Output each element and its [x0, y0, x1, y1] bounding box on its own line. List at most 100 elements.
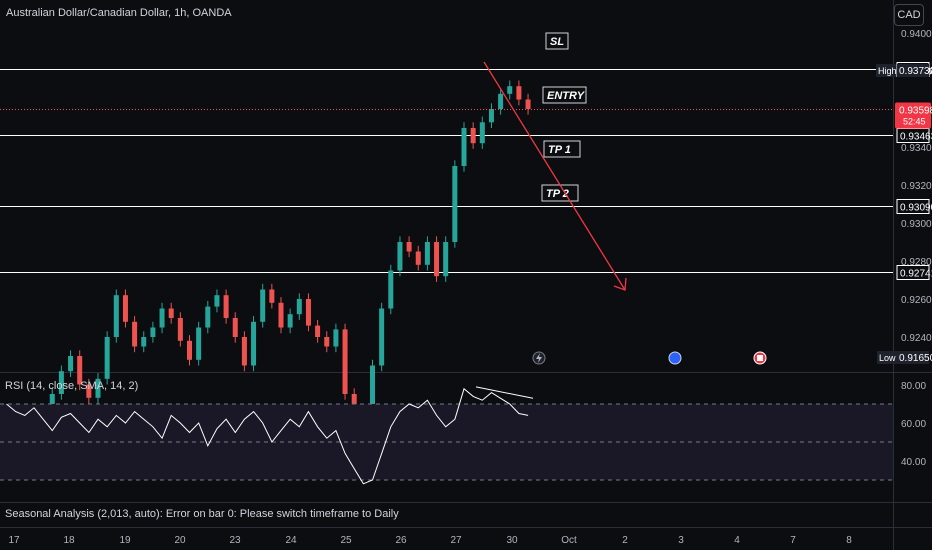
current-price-badge [895, 102, 931, 129]
candle-body [488, 109, 494, 123]
level-tag-sl: SL [550, 36, 564, 48]
low-price-box [897, 351, 929, 364]
trend-arrow-head [613, 277, 627, 291]
candle-body [388, 270, 394, 309]
calendar-event-icon-glyph [757, 355, 763, 361]
level-tag-entry: ENTRY [547, 90, 586, 102]
candle-body [223, 295, 229, 318]
rsi-title: RSI (14, close, SMA, 14, 2) [5, 380, 139, 392]
candle-body [452, 166, 458, 242]
rsi-line [6, 387, 529, 485]
candle-body [68, 356, 74, 372]
high-price-label: 0.93732 [899, 66, 932, 77]
candle-body [479, 122, 485, 144]
candle-body [269, 289, 275, 303]
countdown-label: 52:45 [903, 117, 926, 127]
candle-body [232, 318, 238, 337]
time-tick-label: 8 [846, 535, 852, 546]
candle-body [434, 242, 440, 277]
candle-body [278, 302, 284, 328]
candle-body [150, 327, 156, 337]
candle-body [406, 242, 412, 252]
candle-body [104, 337, 110, 379]
time-tick-label: Oct [561, 535, 577, 546]
level-tag-box [542, 86, 587, 104]
time-tick-label: 30 [506, 535, 518, 546]
level-price-label: 0.92741 [900, 269, 932, 280]
candle-body [86, 384, 92, 398]
high-tag-box [876, 64, 896, 77]
candle-body [122, 295, 128, 322]
candle-body [95, 378, 101, 398]
candle-body [415, 251, 421, 265]
candle-body [461, 128, 467, 166]
level-tag-tp-1: TP 1 [548, 144, 571, 156]
symbol-title: Australian Dollar/Canadian Dollar, 1h, O… [6, 7, 232, 19]
time-tick-label: 18 [63, 535, 75, 546]
rsi-divergence-line [475, 386, 534, 399]
level-price-box [896, 199, 930, 214]
time-tick-label: 26 [395, 535, 407, 546]
candle-body [260, 289, 266, 322]
candle-body [342, 329, 348, 394]
time-tick-label: 25 [340, 535, 352, 546]
candle-body [498, 93, 504, 109]
time-tick-label: 4 [734, 535, 740, 546]
candle-body [470, 128, 476, 144]
time-tick-label: 23 [229, 535, 241, 546]
time-tick-label: 24 [285, 535, 297, 546]
candle-body [296, 299, 302, 315]
candle-body [397, 242, 403, 271]
candle-body [324, 337, 330, 347]
time-tick-label: 2 [622, 535, 628, 546]
rsi-band [0, 404, 893, 480]
time-tick-label: 17 [8, 535, 20, 546]
level-tag-box [545, 32, 569, 50]
level-price-label: 0.93463 [900, 132, 932, 143]
time-tick-label: 19 [119, 535, 131, 546]
candle-body [370, 365, 375, 413]
level-tag-box [543, 140, 581, 158]
candle-body [305, 299, 311, 326]
candle-body [424, 242, 430, 265]
candle-body [187, 340, 192, 360]
candle-body [507, 86, 513, 94]
candle-body [205, 306, 211, 328]
rsi-tick-label: 60.00 [901, 419, 926, 430]
candle-body [168, 308, 174, 318]
candle-body [315, 325, 321, 337]
candle-body [251, 321, 257, 366]
candle-body [214, 295, 220, 307]
rsi-tick-label: 40.00 [901, 457, 926, 468]
candle-body [443, 242, 449, 277]
candle-body [58, 371, 64, 394]
low-price-label: 0.91650 [899, 353, 932, 364]
candle-body [49, 394, 55, 413]
low-tag-box [877, 351, 897, 364]
time-tick-label: 20 [174, 535, 186, 546]
candle-body [379, 308, 385, 366]
high-tag-label: High [878, 66, 897, 76]
lightning-icon-glyph [536, 353, 542, 363]
globe-flag-icon [668, 351, 682, 365]
candle-body [141, 337, 147, 347]
level-price-box [896, 265, 930, 280]
trend-arrow-line [483, 61, 626, 291]
candle-body [287, 314, 293, 328]
seasonal-analysis-text: Seasonal Analysis (2,013, auto): Error o… [5, 508, 399, 520]
candle-body [77, 356, 83, 385]
candle-body [333, 329, 339, 347]
current-price-label: 0.93598 [899, 106, 932, 117]
candle-body [516, 86, 522, 100]
time-tick-label: 27 [450, 535, 462, 546]
currency-button[interactable]: CAD [894, 4, 924, 26]
candle-body [196, 327, 202, 360]
